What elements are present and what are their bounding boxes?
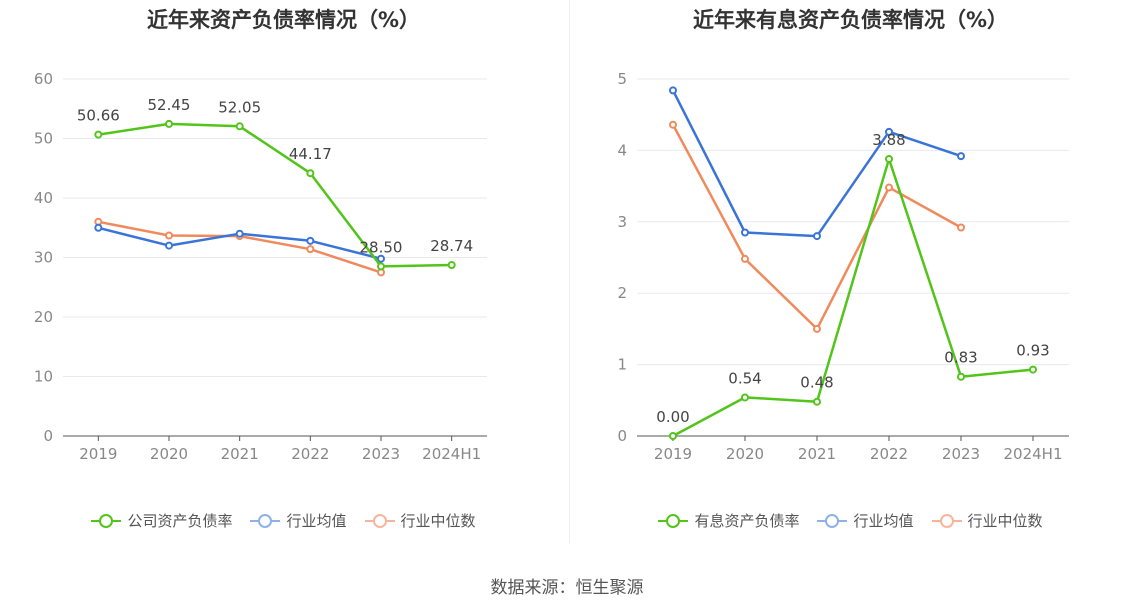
data-point xyxy=(94,130,103,139)
data-point xyxy=(447,260,456,269)
y-tick-label: 40 xyxy=(34,189,53,207)
data-point xyxy=(306,169,315,178)
x-tick-label: 2021 xyxy=(798,445,836,463)
data-point xyxy=(885,183,893,192)
data-label: 0.00 xyxy=(656,408,689,426)
legend-label: 行业中位数 xyxy=(967,512,1043,530)
series-line-0 xyxy=(98,122,452,268)
legend-item[interactable]: 公司资产负债率 xyxy=(91,510,232,531)
data-point xyxy=(165,241,173,250)
legend-label: 行业中位数 xyxy=(400,512,476,530)
data-label: 0.48 xyxy=(800,374,833,392)
chart-legend: 公司资产负债率 行业均值 行业中位数 xyxy=(0,510,567,531)
data-point xyxy=(94,223,103,232)
data-point xyxy=(957,152,965,161)
legend-swatch xyxy=(364,513,395,529)
legend-label: 行业均值 xyxy=(286,512,347,530)
data-label: 0.54 xyxy=(728,369,761,387)
data-label: 28.74 xyxy=(430,237,473,255)
legend-label: 公司资产负债率 xyxy=(127,512,233,530)
data-point xyxy=(306,236,315,245)
data-label: 50.66 xyxy=(77,107,120,125)
debt-ratio-chart: 0 10 20 30 40 50 60 2019 2020 2021 2022 2023 2024H1 5… xyxy=(34,70,487,463)
legend-item[interactable]: 行业均值 xyxy=(817,510,914,531)
data-label: 52.05 xyxy=(218,98,261,116)
data-point xyxy=(813,324,821,333)
legend-item[interactable]: 行业中位数 xyxy=(931,510,1043,531)
data-point xyxy=(957,372,965,381)
data-point xyxy=(885,154,893,163)
legend-swatch xyxy=(91,513,122,529)
y-tick-label: 60 xyxy=(34,70,53,88)
y-tick-label: 50 xyxy=(34,130,53,148)
x-tick-label: 2020 xyxy=(726,445,764,463)
chart-legend: 有息资产负债率 行业均值 行业中位数 xyxy=(567,510,1134,531)
y-tick-label: 4 xyxy=(617,141,627,159)
legend-item[interactable]: 行业中位数 xyxy=(364,510,476,531)
data-label: 52.45 xyxy=(148,96,191,114)
data-point xyxy=(165,231,173,240)
legend-swatch xyxy=(931,513,962,529)
data-point xyxy=(669,120,677,129)
x-tick-label: 2019 xyxy=(79,445,117,463)
data-point xyxy=(165,119,173,128)
data-point xyxy=(1029,365,1037,374)
x-tick-label: 2024H1 xyxy=(422,445,481,463)
series-line-0 xyxy=(672,157,1034,438)
data-point xyxy=(741,228,749,237)
y-tick-label: 3 xyxy=(617,213,627,231)
data-source-note: 数据来源：恒生聚源 xyxy=(490,578,644,598)
x-tick-label: 2022 xyxy=(870,445,908,463)
legend-swatch xyxy=(817,513,848,529)
legend-item[interactable]: 有息资产负债率 xyxy=(658,510,799,531)
legend-swatch xyxy=(250,513,281,529)
x-tick-label: 2019 xyxy=(654,445,692,463)
data-point xyxy=(306,245,315,254)
x-tick-label: 2024H1 xyxy=(1004,445,1063,463)
y-tick-label: 20 xyxy=(34,308,53,326)
y-tick-label: 0 xyxy=(43,427,53,445)
data-point xyxy=(885,127,893,136)
data-label: 0.83 xyxy=(944,349,977,367)
data-point xyxy=(377,254,385,263)
y-tick-label: 2 xyxy=(617,284,627,302)
y-tick-label: 0 xyxy=(617,427,627,445)
series-line-1 xyxy=(671,89,962,238)
y-tick-label: 5 xyxy=(617,70,627,88)
x-tick-label: 2020 xyxy=(150,445,188,463)
x-tick-label: 2023 xyxy=(942,445,980,463)
legend-item[interactable]: 行业均值 xyxy=(250,510,347,531)
data-point xyxy=(813,397,821,406)
data-point xyxy=(669,432,677,440)
left-chart-panel: 近年来资产负债率情况（%） 0 10 20 30 40 50 60 2019 2020 2021 2… xyxy=(0,0,567,545)
interest-bearing-debt-ratio-chart: 0 1 2 3 4 5 2019 2020 2021 2022 2023 2024H1 0.00 0.54… xyxy=(617,70,1069,463)
x-tick-label: 2022 xyxy=(291,445,329,463)
right-chart-panel: 近年来有息资产负债率情况（%） 0 1 2 3 4 5 2019 2020 2021 2022 20… xyxy=(567,0,1134,545)
legend-swatch xyxy=(658,513,689,529)
y-tick-label: 30 xyxy=(34,249,53,267)
data-point xyxy=(669,86,677,95)
chart-title: 近年来有息资产负债率情况（%） xyxy=(692,8,1009,32)
panel-divider xyxy=(569,0,570,543)
data-point xyxy=(813,232,821,241)
data-point xyxy=(741,393,749,402)
series-line-2 xyxy=(671,124,962,331)
data-label: 44.17 xyxy=(289,145,332,163)
y-tick-label: 1 xyxy=(617,356,627,374)
chart-title: 近年来资产负债率情况（%） xyxy=(146,8,421,32)
data-point xyxy=(235,229,244,238)
data-label: 0.93 xyxy=(1016,342,1049,360)
y-tick-label: 10 xyxy=(34,368,53,386)
data-point xyxy=(741,254,749,263)
x-tick-label: 2021 xyxy=(221,445,259,463)
data-label: 3.88 xyxy=(872,131,905,149)
legend-label: 行业均值 xyxy=(853,512,914,530)
data-point xyxy=(235,122,244,131)
data-label: 28.50 xyxy=(360,238,403,256)
x-tick-label: 2023 xyxy=(362,445,400,463)
legend-label: 有息资产负债率 xyxy=(694,512,800,530)
data-point xyxy=(377,262,385,271)
data-point xyxy=(957,223,965,232)
